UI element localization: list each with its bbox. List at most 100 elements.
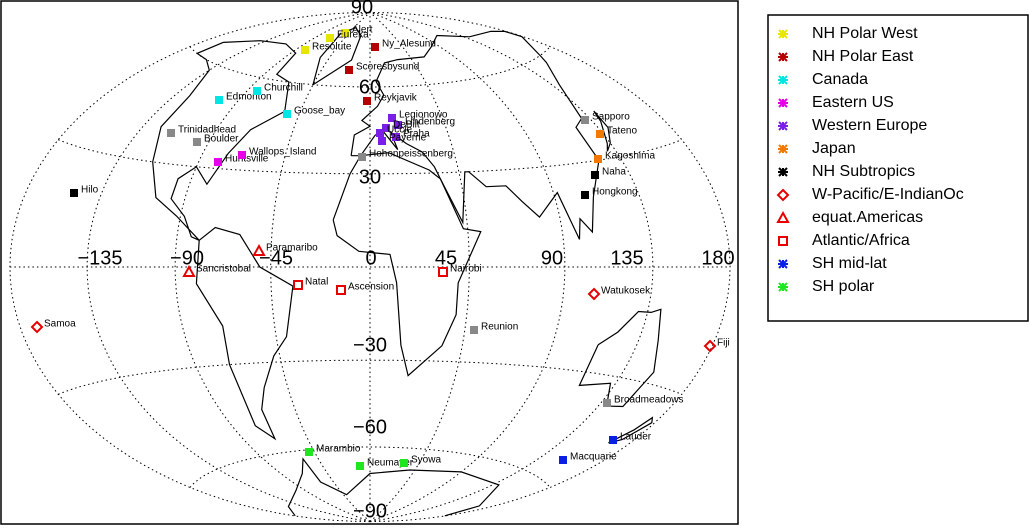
station-label: Ny_Alesund bbox=[382, 39, 436, 50]
station-label: Sancristobal bbox=[196, 264, 251, 275]
legend-label: W-Pacific/E-IndianOc bbox=[812, 186, 964, 203]
marker bbox=[283, 110, 291, 118]
lon-label: 135 bbox=[610, 247, 643, 269]
station-label: Samoa bbox=[44, 319, 76, 330]
station-label: Edmonton bbox=[226, 92, 272, 103]
station-label: Resolute bbox=[312, 42, 352, 53]
station-label: Macquarie bbox=[570, 452, 617, 463]
marker-star bbox=[778, 29, 788, 39]
marker-star bbox=[778, 121, 788, 131]
coastline bbox=[332, 152, 482, 377]
marker-diamond bbox=[776, 188, 790, 202]
station-label: DeBilt bbox=[393, 120, 420, 131]
station-label: Watukosek bbox=[601, 286, 651, 297]
legend-label: SH mid-lat bbox=[812, 255, 887, 272]
station-label: Goose_bay bbox=[294, 106, 345, 117]
marker bbox=[394, 121, 402, 129]
coastline bbox=[287, 457, 500, 517]
marker bbox=[596, 130, 604, 138]
marker bbox=[388, 114, 396, 122]
lat-label: −30 bbox=[353, 334, 387, 356]
lon-label: 45 bbox=[435, 247, 457, 269]
station-label: Lauder bbox=[620, 432, 652, 443]
legend-label: Japan bbox=[812, 140, 856, 157]
lat-label: −90 bbox=[353, 500, 387, 522]
marker-square bbox=[293, 280, 303, 290]
station-label: Ascension bbox=[348, 282, 394, 293]
lat-label: −60 bbox=[353, 416, 387, 438]
marker bbox=[378, 137, 386, 145]
station-label: Wallops_Island bbox=[249, 147, 316, 158]
marker bbox=[253, 87, 261, 95]
station-label: Fiji bbox=[717, 338, 730, 349]
marker-star bbox=[778, 52, 788, 62]
lat-label: 60 bbox=[359, 76, 381, 98]
marker-square bbox=[778, 236, 788, 246]
marker bbox=[70, 189, 78, 197]
marker-star bbox=[778, 282, 788, 292]
legend: NH Polar West NH Polar East Canada Eastern … bbox=[776, 25, 964, 295]
legend-label: NH Polar West bbox=[812, 25, 918, 42]
marker-diamond bbox=[30, 320, 44, 334]
marker bbox=[559, 456, 567, 464]
legend-label: NH Polar East bbox=[812, 48, 914, 65]
legend-label: Atlantic/Africa bbox=[812, 232, 910, 249]
marker-star bbox=[778, 98, 788, 108]
meridian bbox=[86, 11, 371, 523]
coastline bbox=[312, 26, 362, 86]
marker-star bbox=[778, 259, 788, 269]
parallel bbox=[58, 359, 682, 395]
station-label: Kagoshima bbox=[605, 151, 655, 162]
marker-triangle bbox=[252, 243, 266, 256]
station-label: Alert bbox=[352, 25, 373, 36]
meridian bbox=[369, 11, 654, 523]
station-label: Broadmeadows bbox=[614, 395, 683, 406]
legend-label: SH polar bbox=[812, 278, 875, 295]
station-label: Neumayer bbox=[367, 458, 414, 469]
station-label: Hohenpeissenberg bbox=[369, 149, 453, 160]
marker bbox=[371, 43, 379, 51]
marker bbox=[581, 191, 589, 199]
marker-diamond bbox=[587, 287, 601, 301]
marker bbox=[581, 116, 589, 124]
marker-square bbox=[336, 285, 346, 295]
meridian bbox=[369, 11, 731, 523]
coastline bbox=[608, 416, 654, 444]
map-frame bbox=[0, 0, 739, 525]
marker-square bbox=[438, 267, 448, 277]
station-label: Naha bbox=[602, 167, 626, 178]
station-label: Hongkong bbox=[592, 187, 638, 198]
marker bbox=[301, 46, 309, 54]
marker bbox=[326, 34, 334, 42]
coastline bbox=[195, 226, 294, 441]
marker bbox=[215, 96, 223, 104]
station-label: Uccle bbox=[387, 125, 412, 136]
meridian bbox=[9, 11, 371, 523]
station-label: Churchill bbox=[264, 83, 303, 94]
legend-box bbox=[767, 14, 1029, 322]
marker bbox=[356, 462, 364, 470]
station-label: Sapporo bbox=[592, 112, 630, 123]
lon-label: −135 bbox=[77, 247, 122, 269]
marker bbox=[609, 436, 617, 444]
meridian bbox=[174, 11, 371, 523]
legend-label: NH Subtropics bbox=[812, 163, 915, 180]
station-label: Boulder bbox=[204, 134, 239, 145]
legend-label: Canada bbox=[812, 71, 868, 88]
marker bbox=[305, 448, 313, 456]
marker bbox=[376, 129, 384, 137]
marker bbox=[345, 66, 353, 74]
lon-label: −45 bbox=[259, 247, 293, 269]
station-label: Paramaribo bbox=[266, 243, 318, 254]
marker bbox=[594, 155, 602, 163]
marker-diamond bbox=[703, 339, 717, 353]
lon-label: −90 bbox=[170, 247, 204, 269]
marker bbox=[193, 138, 201, 146]
marker-star bbox=[778, 167, 788, 177]
station-label: Legionowo bbox=[399, 110, 448, 121]
station-label: Reunion bbox=[481, 322, 518, 333]
lat-label: 30 bbox=[359, 166, 381, 188]
station-label: Payerne bbox=[389, 133, 427, 144]
